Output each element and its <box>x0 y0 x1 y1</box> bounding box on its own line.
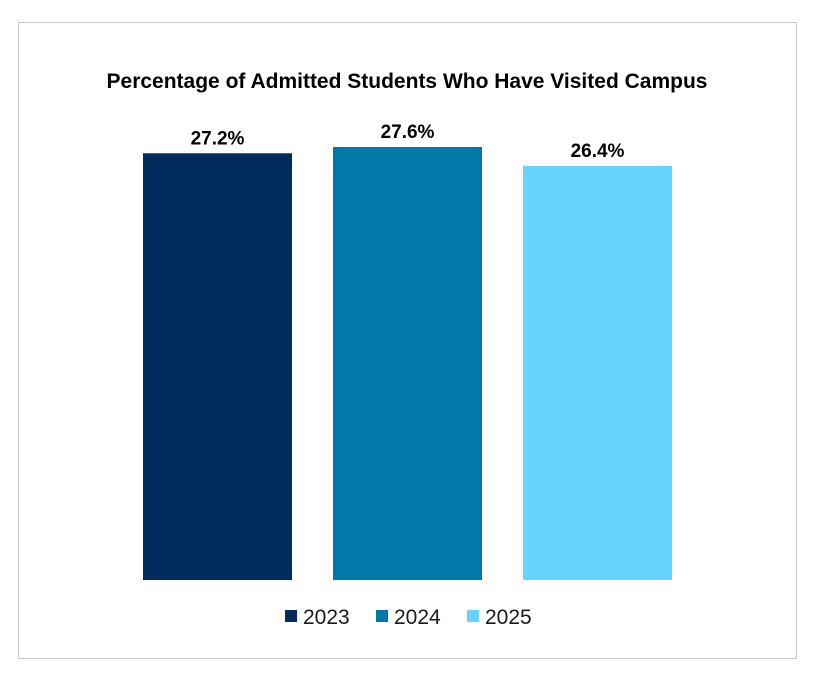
chart-title: Percentage of Admitted Students Who Have… <box>107 70 708 93</box>
bar-2023 <box>143 153 292 580</box>
bar-2024 <box>333 147 482 580</box>
legend-label-2024: 2024 <box>394 606 441 629</box>
data-label-2025: 26.4% <box>571 141 625 162</box>
legend-label-2023: 2023 <box>303 606 350 629</box>
legend: 2023 2024 2025 <box>285 606 532 629</box>
legend-swatch-2025 <box>467 610 479 622</box>
data-label-2024: 27.6% <box>381 122 435 143</box>
legend-label-2025: 2025 <box>485 606 532 629</box>
bar-2025 <box>523 165 672 580</box>
data-labels-group: 27.2% 27.6% 26.4% <box>191 122 625 162</box>
data-label-2023: 27.2% <box>191 128 245 149</box>
bars-group <box>143 147 672 580</box>
legend-swatch-2024 <box>376 610 388 622</box>
legend-swatch-2023 <box>285 610 297 622</box>
